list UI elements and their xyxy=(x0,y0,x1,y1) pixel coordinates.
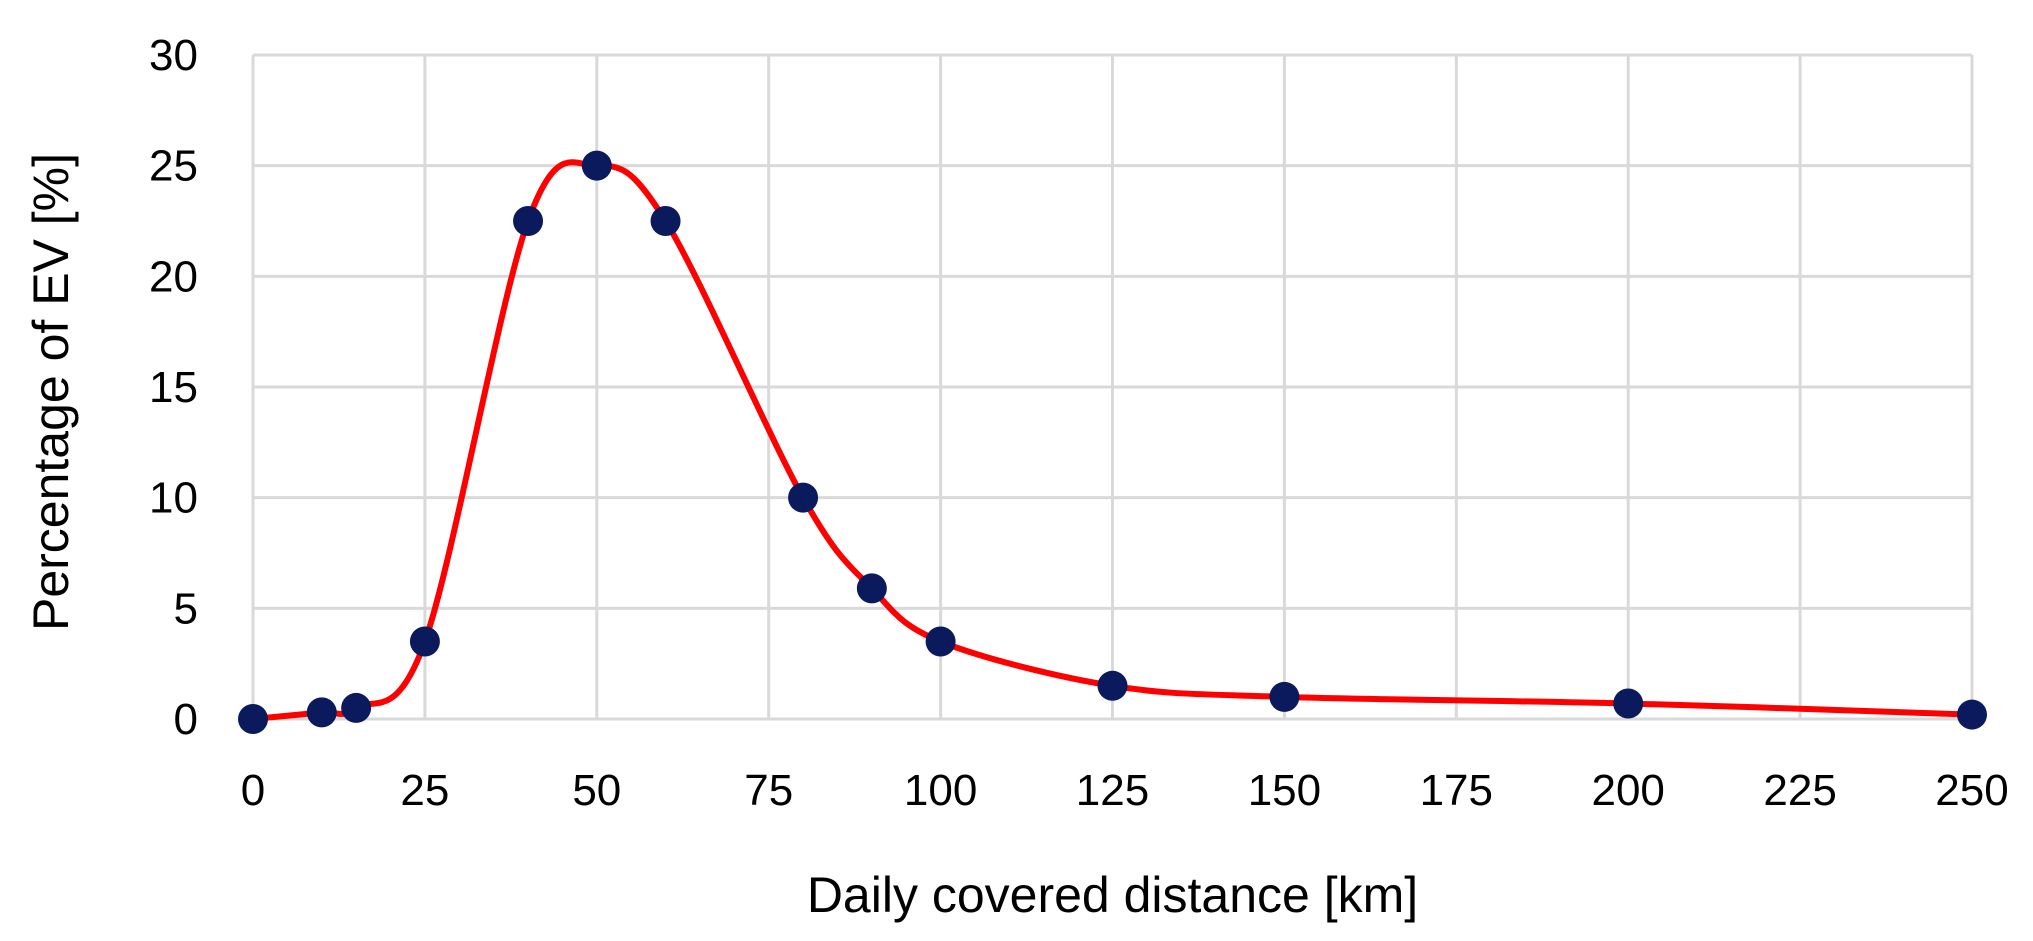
x-tick-label: 0 xyxy=(241,766,265,815)
y-tick-label: 5 xyxy=(174,584,198,633)
data-point xyxy=(1957,699,1987,730)
y-tick-label: 0 xyxy=(174,695,198,744)
series xyxy=(238,150,1987,734)
data-point xyxy=(581,150,612,181)
data-point xyxy=(788,482,819,513)
y-tick-label: 25 xyxy=(149,142,198,191)
data-point xyxy=(513,206,544,236)
data-point xyxy=(1097,670,1128,701)
x-tick-label: 150 xyxy=(1248,766,1321,815)
x-tick-label: 50 xyxy=(572,766,621,815)
data-point xyxy=(650,206,681,236)
data-point xyxy=(341,692,372,723)
data-point xyxy=(1269,681,1300,712)
y-tick-label: 15 xyxy=(149,363,198,412)
x-tick-label: 75 xyxy=(744,766,793,815)
y-tick-label: 20 xyxy=(149,252,198,301)
y-tick-label: 10 xyxy=(149,474,198,523)
data-point xyxy=(925,626,956,657)
data-point xyxy=(238,704,268,734)
x-tick-label: 175 xyxy=(1420,766,1493,815)
x-tick-label: 100 xyxy=(904,766,977,815)
y-axis-title: Percentage of EV [%] xyxy=(23,153,79,631)
data-point xyxy=(1613,688,1644,719)
grid xyxy=(251,53,1974,721)
data-point xyxy=(856,573,887,604)
tick-labels: 0 25 50 75 100 125 150 175 200 225 250 0 5 10 15 20 25 30 xyxy=(149,31,2009,815)
x-tick-label: 250 xyxy=(1935,766,2008,815)
x-tick-label: 225 xyxy=(1763,766,1836,815)
x-tick-label: 200 xyxy=(1591,766,1664,815)
y-tick-label: 30 xyxy=(149,31,198,80)
x-axis-title: Daily covered distance [km] xyxy=(807,867,1418,923)
x-tick-label: 25 xyxy=(400,766,449,815)
data-point xyxy=(306,697,337,728)
x-tick-label: 125 xyxy=(1076,766,1149,815)
data-point xyxy=(409,626,440,657)
